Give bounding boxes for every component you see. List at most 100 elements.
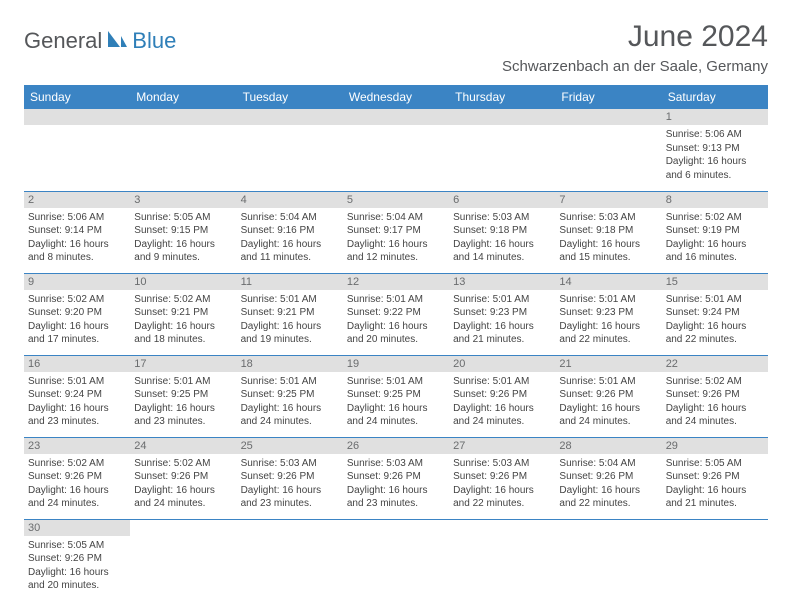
calendar-empty-cell xyxy=(343,109,449,191)
calendar-day-cell: 20Sunrise: 5:01 AMSunset: 9:26 PMDayligh… xyxy=(449,355,555,437)
calendar-empty-cell xyxy=(237,109,343,191)
calendar-day-cell: 7Sunrise: 5:03 AMSunset: 9:18 PMDaylight… xyxy=(555,191,661,273)
day-details: Sunrise: 5:06 AMSunset: 9:13 PMDaylight:… xyxy=(662,125,768,186)
day-number: 5 xyxy=(343,192,449,208)
calendar-day-cell: 2Sunrise: 5:06 AMSunset: 9:14 PMDaylight… xyxy=(24,191,130,273)
day-details: Sunrise: 5:01 AMSunset: 9:21 PMDaylight:… xyxy=(237,290,343,351)
calendar-day-cell: 24Sunrise: 5:02 AMSunset: 9:26 PMDayligh… xyxy=(130,437,236,519)
calendar-empty-cell xyxy=(237,519,343,601)
calendar-day-cell: 14Sunrise: 5:01 AMSunset: 9:23 PMDayligh… xyxy=(555,273,661,355)
day-number: 4 xyxy=(237,192,343,208)
weekday-header: Friday xyxy=(555,85,661,109)
day-number: 18 xyxy=(237,356,343,372)
day-details: Sunrise: 5:03 AMSunset: 9:26 PMDaylight:… xyxy=(449,454,555,515)
calendar-day-cell: 18Sunrise: 5:01 AMSunset: 9:25 PMDayligh… xyxy=(237,355,343,437)
calendar-week-row: 1Sunrise: 5:06 AMSunset: 9:13 PMDaylight… xyxy=(24,109,768,191)
calendar-day-cell: 16Sunrise: 5:01 AMSunset: 9:24 PMDayligh… xyxy=(24,355,130,437)
day-details: Sunrise: 5:01 AMSunset: 9:26 PMDaylight:… xyxy=(555,372,661,433)
day-number: 15 xyxy=(662,274,768,290)
title-group: June 2024 Schwarzenbach an der Saale, Ge… xyxy=(502,20,768,75)
calendar-body: 1Sunrise: 5:06 AMSunset: 9:13 PMDaylight… xyxy=(24,109,768,601)
day-details: Sunrise: 5:02 AMSunset: 9:21 PMDaylight:… xyxy=(130,290,236,351)
day-details: Sunrise: 5:02 AMSunset: 9:19 PMDaylight:… xyxy=(662,208,768,269)
calendar-day-cell: 13Sunrise: 5:01 AMSunset: 9:23 PMDayligh… xyxy=(449,273,555,355)
day-details: Sunrise: 5:05 AMSunset: 9:15 PMDaylight:… xyxy=(130,208,236,269)
day-number: 21 xyxy=(555,356,661,372)
day-details: Sunrise: 5:04 AMSunset: 9:16 PMDaylight:… xyxy=(237,208,343,269)
calendar-empty-cell xyxy=(449,519,555,601)
day-number: 3 xyxy=(130,192,236,208)
day-number: 29 xyxy=(662,438,768,454)
calendar-day-cell: 3Sunrise: 5:05 AMSunset: 9:15 PMDaylight… xyxy=(130,191,236,273)
weekday-header: Wednesday xyxy=(343,85,449,109)
calendar-day-cell: 9Sunrise: 5:02 AMSunset: 9:20 PMDaylight… xyxy=(24,273,130,355)
calendar-day-cell: 12Sunrise: 5:01 AMSunset: 9:22 PMDayligh… xyxy=(343,273,449,355)
day-number: 13 xyxy=(449,274,555,290)
day-details: Sunrise: 5:01 AMSunset: 9:26 PMDaylight:… xyxy=(449,372,555,433)
day-details: Sunrise: 5:05 AMSunset: 9:26 PMDaylight:… xyxy=(662,454,768,515)
calendar-empty-cell xyxy=(343,519,449,601)
day-number: 8 xyxy=(662,192,768,208)
day-details: Sunrise: 5:01 AMSunset: 9:24 PMDaylight:… xyxy=(662,290,768,351)
calendar-week-row: 16Sunrise: 5:01 AMSunset: 9:24 PMDayligh… xyxy=(24,355,768,437)
calendar-day-cell: 25Sunrise: 5:03 AMSunset: 9:26 PMDayligh… xyxy=(237,437,343,519)
day-number: 16 xyxy=(24,356,130,372)
calendar-day-cell: 11Sunrise: 5:01 AMSunset: 9:21 PMDayligh… xyxy=(237,273,343,355)
weekday-header-row: SundayMondayTuesdayWednesdayThursdayFrid… xyxy=(24,85,768,109)
calendar-empty-cell xyxy=(555,109,661,191)
day-details: Sunrise: 5:02 AMSunset: 9:20 PMDaylight:… xyxy=(24,290,130,351)
calendar-day-cell: 4Sunrise: 5:04 AMSunset: 9:16 PMDaylight… xyxy=(237,191,343,273)
calendar-day-cell: 26Sunrise: 5:03 AMSunset: 9:26 PMDayligh… xyxy=(343,437,449,519)
day-number: 10 xyxy=(130,274,236,290)
location-subtitle: Schwarzenbach an der Saale, Germany xyxy=(502,58,768,75)
day-number: 12 xyxy=(343,274,449,290)
weekday-header: Monday xyxy=(130,85,236,109)
day-details: Sunrise: 5:04 AMSunset: 9:17 PMDaylight:… xyxy=(343,208,449,269)
day-details: Sunrise: 5:01 AMSunset: 9:25 PMDaylight:… xyxy=(130,372,236,433)
month-title: June 2024 xyxy=(502,20,768,54)
weekday-header: Thursday xyxy=(449,85,555,109)
weekday-header: Tuesday xyxy=(237,85,343,109)
calendar-day-cell: 22Sunrise: 5:02 AMSunset: 9:26 PMDayligh… xyxy=(662,355,768,437)
calendar-day-cell: 17Sunrise: 5:01 AMSunset: 9:25 PMDayligh… xyxy=(130,355,236,437)
day-number: 1 xyxy=(662,109,768,125)
logo-text-blue: Blue xyxy=(132,28,176,54)
day-details: Sunrise: 5:01 AMSunset: 9:25 PMDaylight:… xyxy=(237,372,343,433)
header: General Blue June 2024 Schwarzenbach an … xyxy=(24,20,768,75)
calendar-day-cell: 10Sunrise: 5:02 AMSunset: 9:21 PMDayligh… xyxy=(130,273,236,355)
calendar-day-cell: 23Sunrise: 5:02 AMSunset: 9:26 PMDayligh… xyxy=(24,437,130,519)
calendar-empty-cell xyxy=(555,519,661,601)
day-details: Sunrise: 5:01 AMSunset: 9:25 PMDaylight:… xyxy=(343,372,449,433)
day-details: Sunrise: 5:03 AMSunset: 9:26 PMDaylight:… xyxy=(237,454,343,515)
calendar-empty-cell xyxy=(662,519,768,601)
day-details: Sunrise: 5:02 AMSunset: 9:26 PMDaylight:… xyxy=(662,372,768,433)
calendar-day-cell: 5Sunrise: 5:04 AMSunset: 9:17 PMDaylight… xyxy=(343,191,449,273)
calendar-empty-cell xyxy=(130,109,236,191)
calendar-day-cell: 27Sunrise: 5:03 AMSunset: 9:26 PMDayligh… xyxy=(449,437,555,519)
calendar-day-cell: 8Sunrise: 5:02 AMSunset: 9:19 PMDaylight… xyxy=(662,191,768,273)
weekday-header: Sunday xyxy=(24,85,130,109)
logo-text-general: General xyxy=(24,28,102,54)
calendar-table: SundayMondayTuesdayWednesdayThursdayFrid… xyxy=(24,85,768,601)
calendar-week-row: 2Sunrise: 5:06 AMSunset: 9:14 PMDaylight… xyxy=(24,191,768,273)
sail-icon xyxy=(106,29,128,54)
day-number: 28 xyxy=(555,438,661,454)
day-details: Sunrise: 5:01 AMSunset: 9:22 PMDaylight:… xyxy=(343,290,449,351)
day-number: 14 xyxy=(555,274,661,290)
day-number: 19 xyxy=(343,356,449,372)
calendar-day-cell: 28Sunrise: 5:04 AMSunset: 9:26 PMDayligh… xyxy=(555,437,661,519)
calendar-empty-cell xyxy=(449,109,555,191)
calendar-week-row: 23Sunrise: 5:02 AMSunset: 9:26 PMDayligh… xyxy=(24,437,768,519)
day-number: 24 xyxy=(130,438,236,454)
calendar-day-cell: 29Sunrise: 5:05 AMSunset: 9:26 PMDayligh… xyxy=(662,437,768,519)
logo: General Blue xyxy=(24,20,176,54)
day-number: 20 xyxy=(449,356,555,372)
day-details: Sunrise: 5:01 AMSunset: 9:23 PMDaylight:… xyxy=(449,290,555,351)
day-number: 6 xyxy=(449,192,555,208)
day-number: 22 xyxy=(662,356,768,372)
day-details: Sunrise: 5:06 AMSunset: 9:14 PMDaylight:… xyxy=(24,208,130,269)
day-number: 2 xyxy=(24,192,130,208)
day-details: Sunrise: 5:02 AMSunset: 9:26 PMDaylight:… xyxy=(130,454,236,515)
calendar-empty-cell xyxy=(24,109,130,191)
day-number: 27 xyxy=(449,438,555,454)
